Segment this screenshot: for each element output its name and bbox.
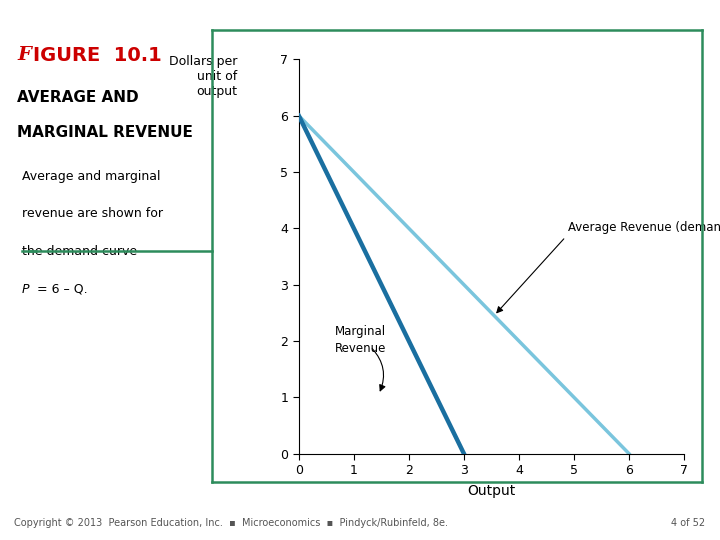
Text: F: F — [17, 46, 31, 64]
Text: Revenue: Revenue — [335, 342, 386, 355]
Text: 4 of 52: 4 of 52 — [672, 518, 706, 528]
X-axis label: Output: Output — [467, 484, 516, 498]
Text: Copyright © 2013  Pearson Education, Inc.  ▪  Microeconomics  ▪  Pindyck/Rubinfe: Copyright © 2013 Pearson Education, Inc.… — [14, 518, 449, 528]
Text: P: P — [22, 282, 29, 295]
Y-axis label: Dollars per
unit of
output: Dollars per unit of output — [168, 56, 237, 98]
Text: Average Revenue (demand): Average Revenue (demand) — [569, 221, 720, 234]
Text: MARGINAL REVENUE: MARGINAL REVENUE — [17, 125, 193, 140]
Text: IGURE  10.1: IGURE 10.1 — [33, 46, 162, 65]
Text: Average and marginal: Average and marginal — [22, 170, 160, 183]
Text: = 6 – Q.: = 6 – Q. — [33, 282, 88, 295]
Text: revenue are shown for: revenue are shown for — [22, 207, 163, 220]
Text: AVERAGE AND: AVERAGE AND — [17, 90, 139, 105]
Text: the demand curve: the demand curve — [22, 245, 137, 258]
Text: Marginal: Marginal — [335, 325, 386, 338]
